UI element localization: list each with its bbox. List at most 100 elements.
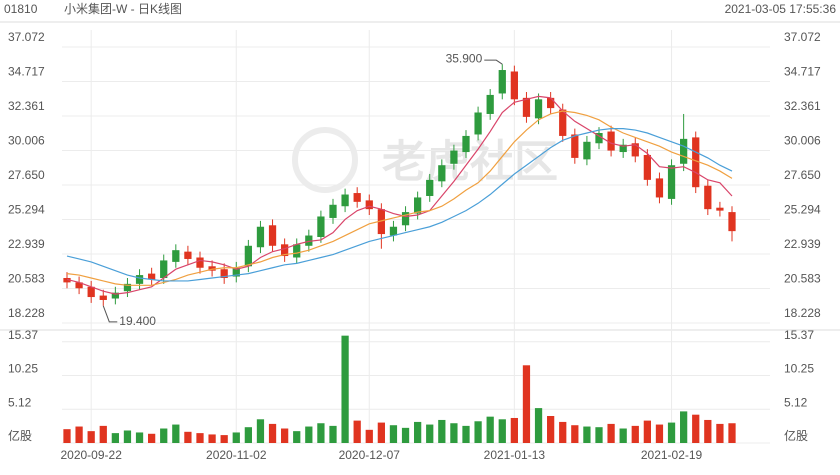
- volume-bar: [619, 428, 627, 443]
- candle-body: [510, 71, 518, 100]
- y-tick-label: 18.228: [8, 306, 45, 320]
- candle-body: [728, 212, 736, 232]
- candle-body: [571, 134, 579, 158]
- volume-bar: [401, 427, 410, 443]
- y-tick-label: 27.650: [8, 168, 45, 182]
- candle-body: [87, 286, 95, 298]
- volume-bar: [450, 423, 458, 443]
- candle-body: [462, 135, 470, 153]
- y-tick-label: 22.939: [8, 237, 45, 251]
- candle-body: [99, 295, 107, 300]
- volume-bar: [148, 433, 156, 443]
- volume-bar: [474, 421, 482, 443]
- volume-bar: [341, 335, 349, 443]
- candle-body: [655, 178, 664, 198]
- volume-tick-label: 15.37: [8, 328, 38, 342]
- y2-tick-label: 32.361: [784, 99, 821, 113]
- candle-body: [160, 260, 168, 279]
- volume-bar: [643, 420, 651, 443]
- x-tick-label: 2020-09-22: [60, 448, 122, 462]
- chart-title: 小米集团-W - 日K线图: [64, 1, 182, 16]
- candle-body: [244, 245, 252, 267]
- volume-bar: [196, 433, 204, 443]
- y2-tick-label: 34.717: [784, 65, 821, 79]
- candle-body: [716, 207, 724, 211]
- candle-body: [680, 138, 688, 164]
- candle-body: [268, 225, 277, 246]
- volume-bar: [87, 431, 95, 443]
- volume-bar: [75, 426, 83, 443]
- volume-tick-label: 5.12: [8, 395, 32, 409]
- candle-body: [317, 216, 325, 237]
- y2-tick-label: 27.650: [784, 168, 821, 182]
- candle-body: [389, 226, 398, 236]
- volume-bar: [208, 434, 216, 443]
- candle-body: [643, 154, 651, 180]
- candle-body: [111, 292, 119, 299]
- volume-tick-label: 亿股: [8, 428, 32, 443]
- candle-body: [281, 244, 289, 257]
- candle-body: [474, 112, 482, 135]
- candle-body: [426, 179, 434, 196]
- volume-bar: [135, 432, 144, 443]
- candle-body: [256, 226, 265, 248]
- x-tick-label: 2021-02-19: [641, 448, 703, 462]
- volume-bar: [462, 425, 470, 443]
- volume-bar: [317, 423, 325, 443]
- volume-bar: [220, 435, 228, 443]
- timestamp: 2021-03-05 17:55:36: [725, 2, 837, 16]
- volume-bar: [498, 419, 506, 443]
- moving-average: [66, 128, 733, 282]
- volume-bar: [667, 422, 676, 443]
- volume-bar: [389, 425, 398, 443]
- volume-bar: [692, 414, 700, 443]
- volume-tick-label: 10.25: [8, 362, 38, 376]
- y-tick-label: 25.294: [8, 203, 45, 217]
- volume-bar: [353, 420, 361, 443]
- volume-bar: [414, 421, 422, 443]
- volume-bar: [244, 427, 252, 443]
- volume-bar: [704, 419, 712, 443]
- y2-tick-label: 18.228: [784, 306, 821, 320]
- y2-tick-label: 30.006: [784, 134, 821, 148]
- volume-bar: [268, 423, 277, 443]
- x-tick-label: 2020-12-07: [339, 448, 401, 462]
- candle-body: [498, 70, 506, 94]
- candle-body: [353, 193, 361, 202]
- volume-tick-label-right: 5.12: [784, 395, 808, 409]
- volume-bar: [232, 432, 240, 443]
- volume-tick-label-right: 亿股: [784, 428, 808, 443]
- volume-bar: [426, 424, 434, 443]
- candle-body: [450, 150, 458, 164]
- volume-bar: [111, 433, 119, 443]
- volume-bar: [510, 417, 518, 443]
- volume-bar: [172, 424, 180, 443]
- candle-body: [667, 165, 676, 199]
- volume-bar: [571, 425, 579, 443]
- candle-body: [135, 275, 144, 284]
- volume-bar: [123, 430, 132, 443]
- candle-body: [619, 144, 627, 153]
- x-tick-label: 2020-11-02: [206, 448, 267, 462]
- candle-body: [401, 212, 410, 226]
- watermark: 老虎社区: [382, 138, 558, 187]
- volume-tick-label-right: 15.37: [784, 328, 814, 342]
- candle-body: [305, 235, 313, 246]
- stock-code: 01810: [4, 2, 38, 16]
- volume-bar: [377, 422, 385, 443]
- y-tick-label: 37.072: [8, 30, 45, 44]
- candle-body: [534, 99, 543, 119]
- candle-body: [547, 97, 555, 109]
- y2-tick-label: 25.294: [784, 203, 821, 217]
- candle-body: [414, 197, 422, 214]
- volume-bar: [547, 416, 555, 443]
- volume-bar: [583, 426, 591, 443]
- candle-body: [365, 200, 373, 210]
- low-label: 19.400: [119, 314, 156, 328]
- candle-body: [63, 278, 71, 283]
- watermark-logo: [292, 127, 358, 193]
- volume-bar: [160, 428, 168, 443]
- volume-bar: [595, 427, 603, 443]
- volume-bar: [655, 424, 664, 443]
